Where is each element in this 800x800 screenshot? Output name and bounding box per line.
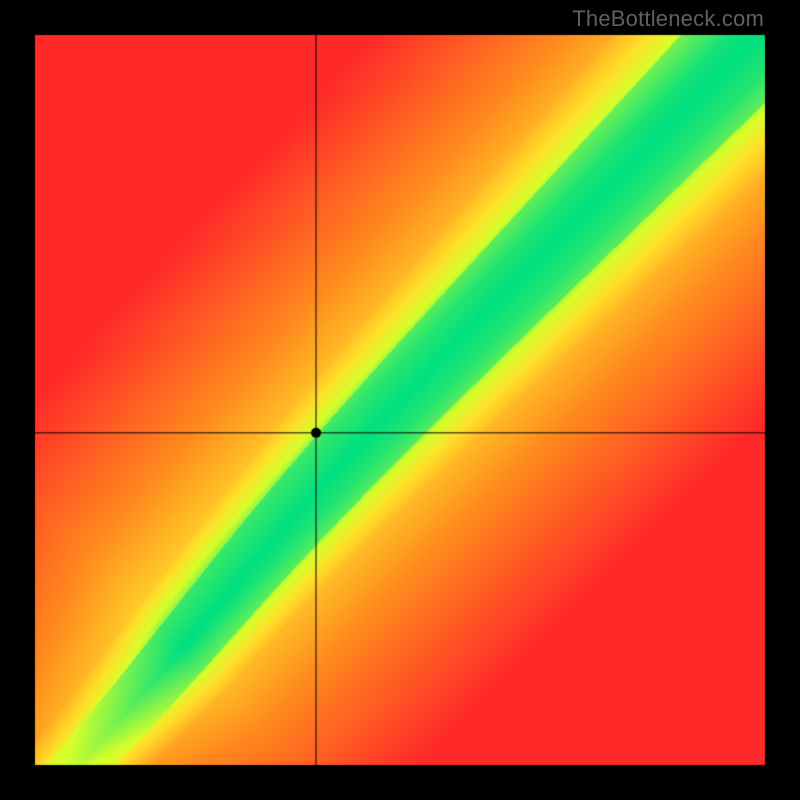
watermark-text: TheBottleneck.com xyxy=(572,6,764,32)
bottleneck-heatmap-canvas xyxy=(0,0,800,800)
chart-container: TheBottleneck.com xyxy=(0,0,800,800)
